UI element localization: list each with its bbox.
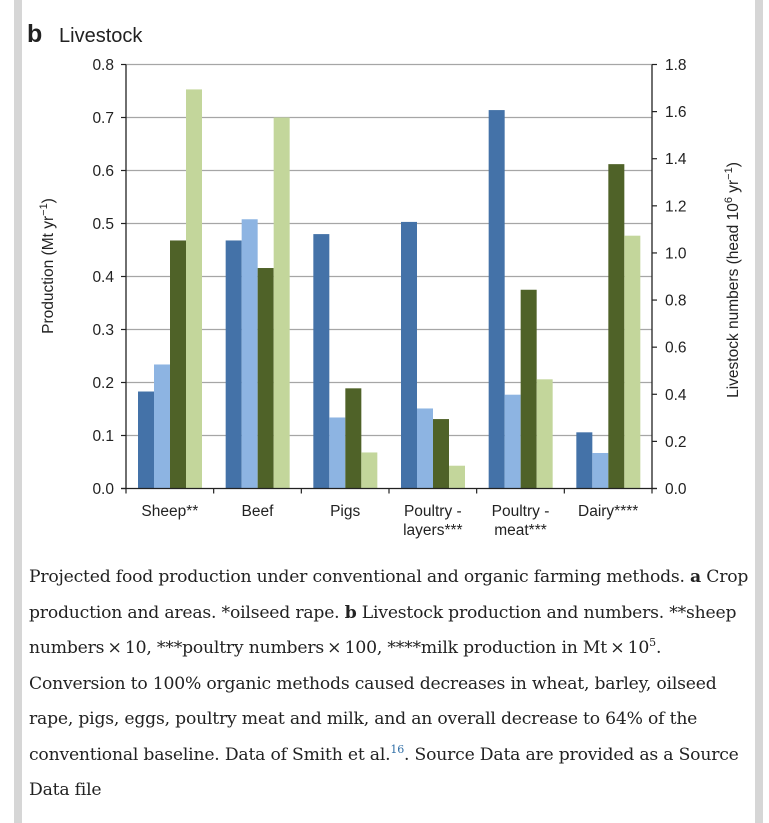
bar-series-4 — [273, 117, 290, 489]
y-tick-label: 0.1 — [92, 428, 114, 445]
bar-series-3 — [433, 419, 449, 489]
bar-series-3 — [608, 164, 625, 489]
bar-series-1 — [225, 240, 242, 489]
bar-series-1 — [576, 432, 593, 489]
bar-series-1 — [313, 234, 330, 489]
bar-series-1 — [401, 221, 417, 489]
axes: 0.0 0.1 0.2 0.3 0.4 0.5 0.6 0.7 0.8 0.0 0.2 0.4 0.6 0… — [92, 57, 686, 539]
x-tick-label: Sheep** — [141, 503, 198, 520]
bars — [138, 89, 641, 489]
y-tick-label: 0.3 — [92, 322, 114, 339]
caption-a-label: a — [690, 567, 701, 587]
bar-series-4 — [186, 89, 202, 489]
caption-b-text: Livestock production and numbers. **shee… — [29, 602, 737, 659]
caption-rest: . Conversion to 100% organic methods cau… — [29, 638, 717, 765]
caption-b-label: b — [344, 602, 357, 623]
y2-tick-label: 1.6 — [665, 104, 687, 121]
page-border-right — [755, 0, 763, 823]
bar-series-3 — [520, 289, 537, 489]
y2-tick-label: 0.6 — [665, 340, 687, 357]
bar-series-4 — [449, 465, 465, 489]
x-tick-label: meat*** — [494, 522, 547, 539]
caption-exponent: 5 — [649, 636, 656, 649]
x-tick-label: Poultry - — [404, 503, 462, 520]
panel-letter: b — [27, 20, 42, 48]
page-border-left — [14, 0, 22, 823]
bar-series-2 — [154, 364, 170, 489]
livestock-bar-chart: b Livestock 0.00.10.20.30.40.50.60.70.80… — [27, 20, 742, 539]
y-tick-label: 0.4 — [92, 269, 114, 286]
y2-tick-label: 1.8 — [665, 57, 687, 74]
x-tick-label: layers*** — [403, 522, 462, 539]
bar-series-2 — [329, 417, 346, 489]
bar-series-4 — [624, 235, 641, 489]
bar-series-3 — [345, 388, 362, 489]
x-tick-label: Beef — [242, 503, 275, 520]
y-tick-label: 0.8 — [92, 57, 114, 74]
y2-tick-label: 0.2 — [665, 434, 687, 451]
bar-series-4 — [536, 379, 553, 489]
bar-series-1 — [138, 391, 154, 489]
y-tick-label: 0.6 — [92, 163, 114, 180]
bar-series-4 — [361, 452, 378, 489]
reference-link-16[interactable]: 16 — [390, 742, 405, 756]
y2-tick-label: 1.2 — [665, 198, 687, 215]
figure-caption: Projected food production under conventi… — [29, 560, 754, 809]
y-tick-label: 0.7 — [92, 110, 114, 127]
bar-series-2 — [592, 452, 609, 489]
caption-tail: . Source Data are provided as a Source D… — [29, 744, 739, 801]
bar-series-3 — [170, 240, 186, 489]
gridlines — [126, 63, 652, 437]
y2-tick-label: 1.0 — [665, 245, 687, 262]
y2-tick-label: 1.4 — [665, 151, 687, 168]
caption-a-text: Crop production and areas. *oilseed rape… — [29, 567, 749, 623]
y-tick-label: 0.2 — [92, 375, 114, 392]
bar-series-3 — [257, 268, 274, 489]
y-axis-label: Production (Mt yr−1) — [38, 198, 57, 334]
chart-title: Livestock — [59, 25, 143, 47]
y2-tick-label: 0.8 — [665, 293, 687, 310]
x-tick-label: Dairy**** — [578, 503, 638, 520]
x-tick-label: Pigs — [330, 503, 360, 520]
bar-series-2 — [504, 394, 521, 489]
y2-tick-label: 0.4 — [665, 387, 687, 404]
x-tick-label: Poultry - — [492, 503, 550, 520]
bar-series-2 — [241, 219, 258, 489]
caption-line1: Projected food production under conventi… — [29, 567, 685, 587]
y2-axis-label: Livestock numbers (head 106 yr−1) — [723, 162, 742, 398]
y2-tick-label: 0.0 — [665, 481, 687, 498]
bar-series-1 — [488, 110, 505, 489]
y-tick-label: 0.0 — [92, 481, 114, 498]
y-tick-label: 0.5 — [92, 216, 114, 233]
bar-series-2 — [417, 408, 433, 489]
